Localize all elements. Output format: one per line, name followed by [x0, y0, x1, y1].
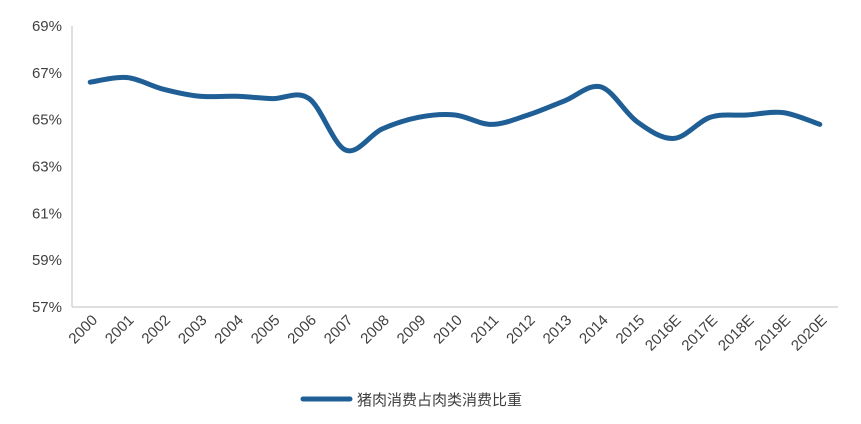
x-tick-label: 2020E	[788, 312, 831, 355]
x-tick-label: 2002	[138, 312, 174, 348]
x-tick-label: 2008	[357, 312, 393, 348]
y-tick-label: 67%	[32, 65, 62, 82]
x-tick-label: 2010	[430, 312, 466, 348]
x-tick-label: 2009	[394, 312, 430, 348]
x-tick-label: 2018E	[715, 312, 758, 355]
y-tick-label: 59%	[32, 252, 62, 269]
y-tick-label: 69%	[32, 18, 62, 35]
legend: 猪肉消费占肉类消费比重	[300, 391, 522, 409]
y-axis-ticks: 57% 59% 61% 63% 65% 67% 69%	[32, 18, 62, 316]
x-tick-label: 2007	[321, 312, 357, 348]
x-tick-label: 2005	[248, 312, 284, 348]
x-axis-ticks: 2000 2001 2002 2003 2004 2005 2006 2007 2008 2009…	[65, 312, 830, 355]
y-tick-label: 61%	[32, 205, 62, 222]
x-tick-label: 2019E	[751, 312, 794, 355]
x-tick-label: 2014	[576, 312, 612, 348]
x-tick-label: 2001	[102, 312, 138, 348]
x-tick-label: 2003	[175, 312, 211, 348]
y-tick-label: 57%	[32, 299, 62, 316]
x-tick-label: 2017E	[678, 312, 721, 355]
series-line	[87, 74, 823, 154]
x-tick-label: 2000	[65, 312, 101, 348]
x-tick-label: 2016E	[642, 312, 685, 355]
x-tick-label: 2004	[211, 312, 247, 348]
x-tick-label: 2013	[540, 312, 576, 348]
x-tick-label: 2012	[503, 312, 539, 348]
y-tick-label: 63%	[32, 159, 62, 176]
x-tick-label: 2006	[284, 312, 320, 348]
x-tick-label: 2011	[467, 312, 502, 347]
y-tick-label: 65%	[32, 112, 62, 129]
legend-label: 猪肉消费占肉类消费比重	[357, 391, 522, 409]
